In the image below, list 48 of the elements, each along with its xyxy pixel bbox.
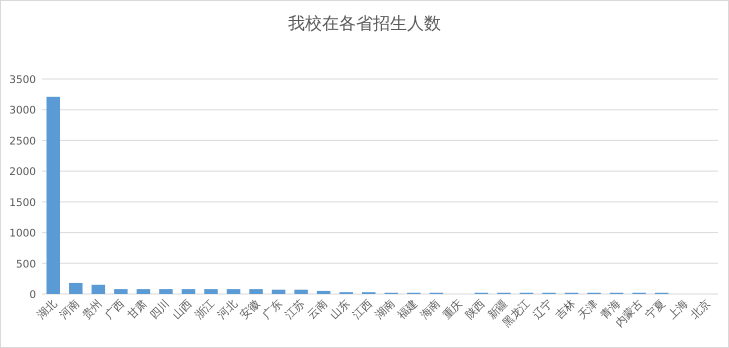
x-tick-label: 甘肃 [124, 296, 150, 322]
bar [69, 282, 83, 294]
x-tick-label: 重庆 [440, 296, 465, 322]
bar [182, 289, 196, 294]
x-tick-label: 云南 [305, 296, 330, 322]
bar [249, 289, 263, 294]
bar [159, 289, 173, 294]
bar [92, 284, 106, 294]
x-tick-label: 山西 [170, 296, 195, 322]
x-tick-label: 陕西 [462, 296, 488, 322]
x-tick-label: 吉林 [552, 296, 578, 322]
bar [204, 289, 218, 294]
bar [136, 289, 150, 294]
x-tick-label: 浙江 [192, 296, 218, 322]
y-tick-label: 2000 [9, 166, 36, 178]
x-tick-label: 四川 [147, 296, 172, 322]
bar [272, 290, 286, 294]
x-tick-label: 河北 [214, 296, 240, 322]
bar [114, 289, 128, 294]
x-tick-label: 广西 [102, 296, 127, 322]
y-tick-label: 3000 [9, 104, 36, 117]
y-tick-label: 2500 [9, 135, 36, 148]
y-tick-label: 1500 [9, 196, 36, 209]
x-tick-label: 宁夏 [643, 296, 668, 322]
bar [316, 290, 330, 294]
bar [226, 289, 240, 294]
chart-title: 我校在各省招生人数 [288, 14, 441, 34]
x-tick-label: 安徽 [237, 296, 262, 322]
y-tick-label: 500 [16, 258, 36, 270]
x-tick-label: 江苏 [282, 296, 308, 322]
x-tick-label: 山东 [328, 296, 352, 322]
y-tick-label: 3500 [9, 74, 36, 86]
bar [294, 290, 308, 294]
x-tick-label: 江西 [350, 296, 375, 322]
x-tick-label: 贵州 [80, 296, 104, 322]
x-tick-label: 北京 [688, 296, 713, 322]
x-tick-label: 广东 [260, 296, 285, 322]
y-tick-label: 1000 [9, 228, 36, 240]
x-tick-label: 福建 [395, 296, 420, 322]
x-tick-label: 海南 [418, 296, 442, 322]
x-tick-label: 天津 [575, 296, 600, 322]
x-tick-label: 湖南 [372, 296, 398, 322]
x-tick-label: 湖北 [34, 296, 60, 322]
x-tick-label: 上海 [666, 296, 690, 322]
x-tick-label: 辽宁 [530, 296, 556, 322]
x-tick-label: 河南 [57, 296, 82, 322]
y-tick-label: 0 [29, 289, 36, 301]
bar [46, 96, 60, 294]
